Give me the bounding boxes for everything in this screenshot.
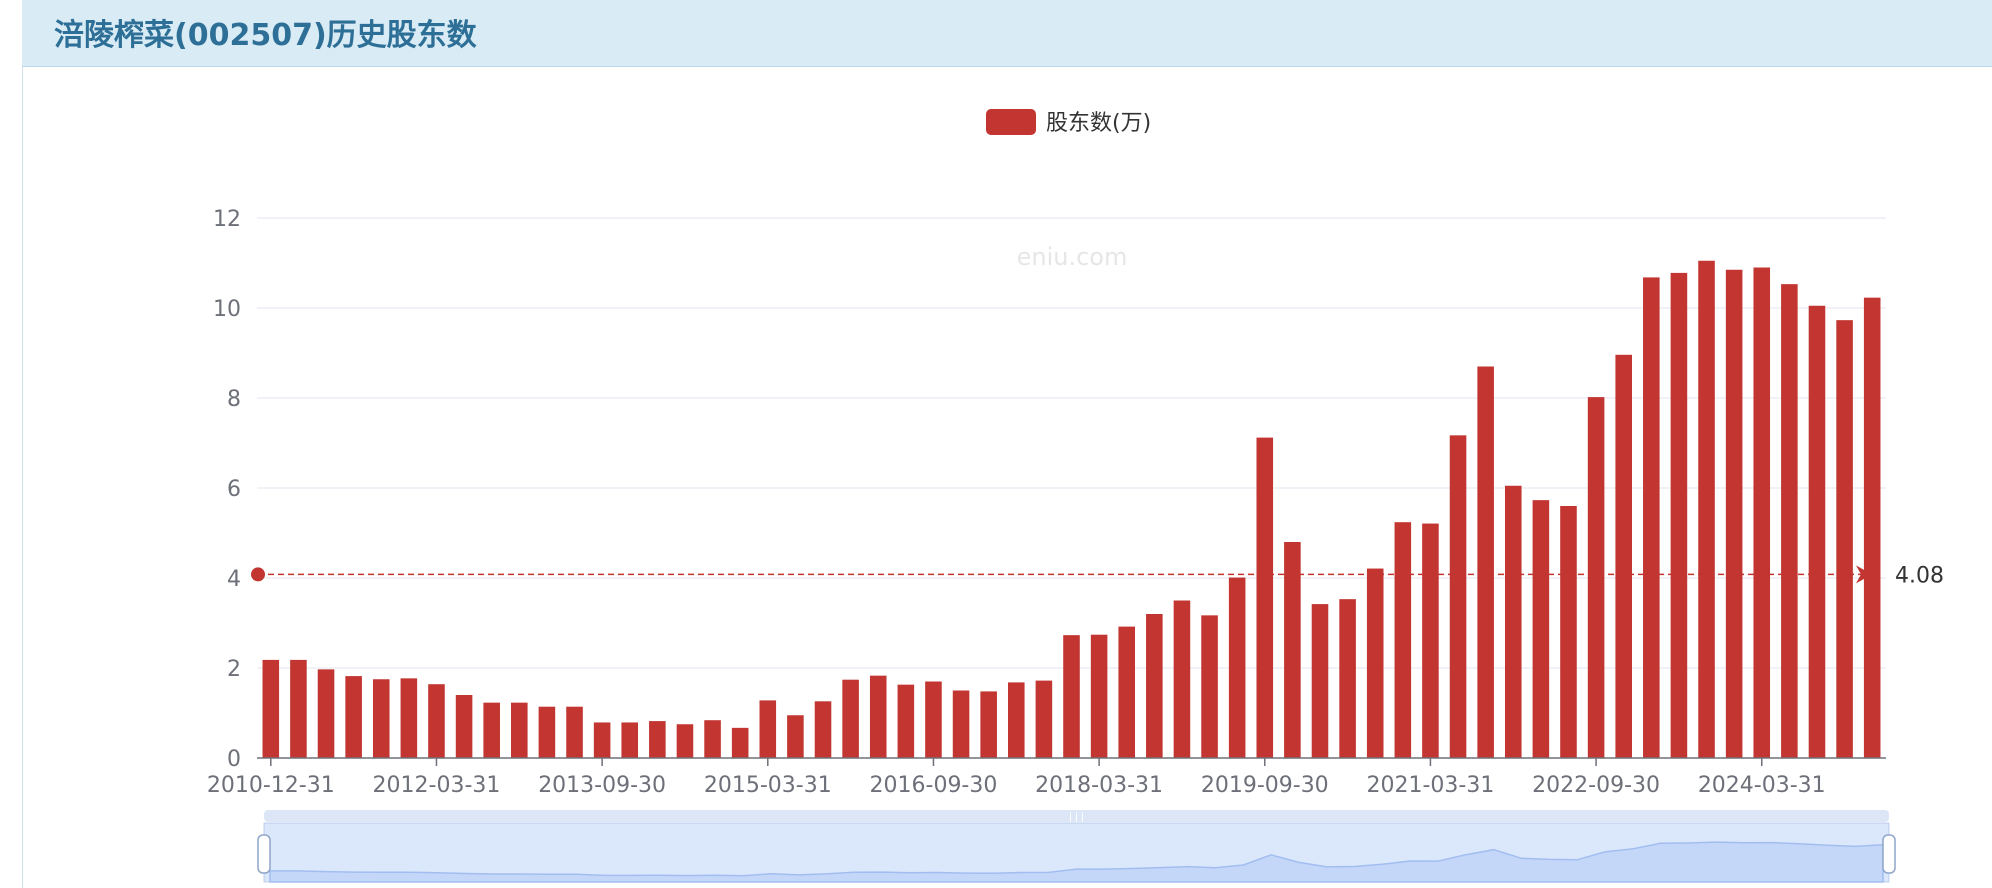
- y-tick-label: 12: [213, 207, 241, 232]
- bar[interactable]: [1090, 634, 1108, 758]
- datazoom-right-handle[interactable]: [1882, 834, 1896, 874]
- bar[interactable]: [1808, 305, 1826, 758]
- x-tick-label: 2016-09-30: [870, 773, 998, 798]
- bar[interactable]: [1753, 267, 1771, 759]
- bar[interactable]: [1007, 682, 1025, 758]
- bar[interactable]: [1863, 297, 1881, 758]
- bar[interactable]: [869, 675, 887, 758]
- bar[interactable]: [1339, 599, 1356, 758]
- bar[interactable]: [759, 700, 777, 758]
- datazoom-drag-handle[interactable]: |||: [1067, 812, 1085, 823]
- bar[interactable]: [428, 684, 445, 758]
- y-tick-label: 2: [227, 657, 241, 682]
- bar[interactable]: [1643, 277, 1660, 758]
- bar[interactable]: [1146, 614, 1163, 758]
- bar[interactable]: [1063, 635, 1080, 758]
- x-tick-label: 2015-03-31: [704, 773, 832, 798]
- bar[interactable]: [1228, 577, 1246, 758]
- bar[interactable]: [290, 659, 307, 758]
- x-tick-label: 2019-09-30: [1201, 773, 1329, 798]
- panel-left-border: [22, 0, 23, 888]
- bar[interactable]: [952, 690, 970, 759]
- datazoom-selected-range[interactable]: [264, 823, 1889, 882]
- y-tick-label: 0: [227, 747, 241, 772]
- bar[interactable]: [317, 669, 335, 758]
- bar[interactable]: [1201, 615, 1218, 758]
- bar[interactable]: [372, 679, 390, 758]
- bar[interactable]: [1670, 272, 1688, 758]
- bar[interactable]: [1035, 680, 1053, 758]
- bar[interactable]: [538, 706, 556, 758]
- x-tick-label: 2012-03-31: [373, 773, 501, 798]
- bar[interactable]: [925, 681, 942, 759]
- bar[interactable]: [1725, 269, 1743, 758]
- bar[interactable]: [1256, 437, 1274, 758]
- legend-swatch[interactable]: [986, 109, 1036, 135]
- bar[interactable]: [1284, 542, 1301, 758]
- bar[interactable]: [1560, 506, 1577, 758]
- bar[interactable]: [1173, 600, 1191, 759]
- datazoom-preview-area: [269, 841, 1884, 883]
- x-tick-label: 2013-09-30: [538, 773, 666, 798]
- bar[interactable]: [814, 701, 832, 758]
- average-line-arrow: [1856, 565, 1872, 584]
- x-tick-label: 2018-03-31: [1035, 773, 1163, 798]
- bar[interactable]: [345, 676, 362, 758]
- average-line-label: 4.08: [1895, 563, 1944, 588]
- bar[interactable]: [649, 721, 666, 758]
- panel-header: 涪陵榨菜(002507)历史股东数: [22, 0, 1992, 67]
- x-tick-label: 2022-09-30: [1532, 773, 1660, 798]
- bar[interactable]: [980, 691, 997, 758]
- bar[interactable]: [1532, 500, 1550, 758]
- bar[interactable]: [511, 702, 528, 758]
- datazoom-left-handle[interactable]: [257, 834, 271, 874]
- bar[interactable]: [1615, 354, 1632, 758]
- average-line-start-marker: [251, 567, 265, 582]
- bar[interactable]: [704, 720, 721, 758]
- bar[interactable]: [621, 722, 639, 758]
- bar[interactable]: [566, 706, 583, 758]
- x-tick-label: 2024-03-31: [1698, 773, 1826, 798]
- bar[interactable]: [676, 724, 694, 758]
- bar[interactable]: [897, 684, 915, 758]
- bar[interactable]: [731, 727, 749, 758]
- bar[interactable]: [1836, 320, 1853, 758]
- bar[interactable]: [1422, 523, 1439, 758]
- y-tick-label: 8: [227, 387, 241, 412]
- bar[interactable]: [1394, 522, 1412, 758]
- x-tick-label: 2010-12-31: [207, 773, 335, 798]
- bar[interactable]: [1504, 485, 1522, 758]
- bar[interactable]: [1311, 604, 1329, 758]
- bar[interactable]: [262, 659, 280, 758]
- y-tick-label: 10: [213, 297, 241, 322]
- bar[interactable]: [787, 715, 804, 758]
- bar[interactable]: [842, 679, 859, 758]
- watermark: eniu.com: [1017, 243, 1128, 271]
- y-tick-label: 6: [227, 477, 241, 502]
- bar[interactable]: [1698, 260, 1715, 758]
- legend-label[interactable]: 股东数(万): [1046, 111, 1151, 136]
- bar[interactable]: [483, 702, 500, 758]
- bar[interactable]: [1587, 397, 1605, 758]
- bar[interactable]: [400, 678, 418, 758]
- page-title: 涪陵榨菜(002507)历史股东数: [54, 18, 477, 53]
- bar[interactable]: [1118, 626, 1136, 758]
- bar[interactable]: [455, 695, 473, 758]
- x-tick-label: 2021-03-31: [1367, 773, 1495, 798]
- datazoom-top-bar[interactable]: [264, 810, 1889, 822]
- bar[interactable]: [1781, 284, 1798, 758]
- bar[interactable]: [593, 722, 611, 758]
- bar[interactable]: [1477, 366, 1494, 759]
- bar[interactable]: [1366, 568, 1384, 758]
- bar[interactable]: [1449, 435, 1467, 758]
- y-tick-label: 4: [227, 567, 241, 592]
